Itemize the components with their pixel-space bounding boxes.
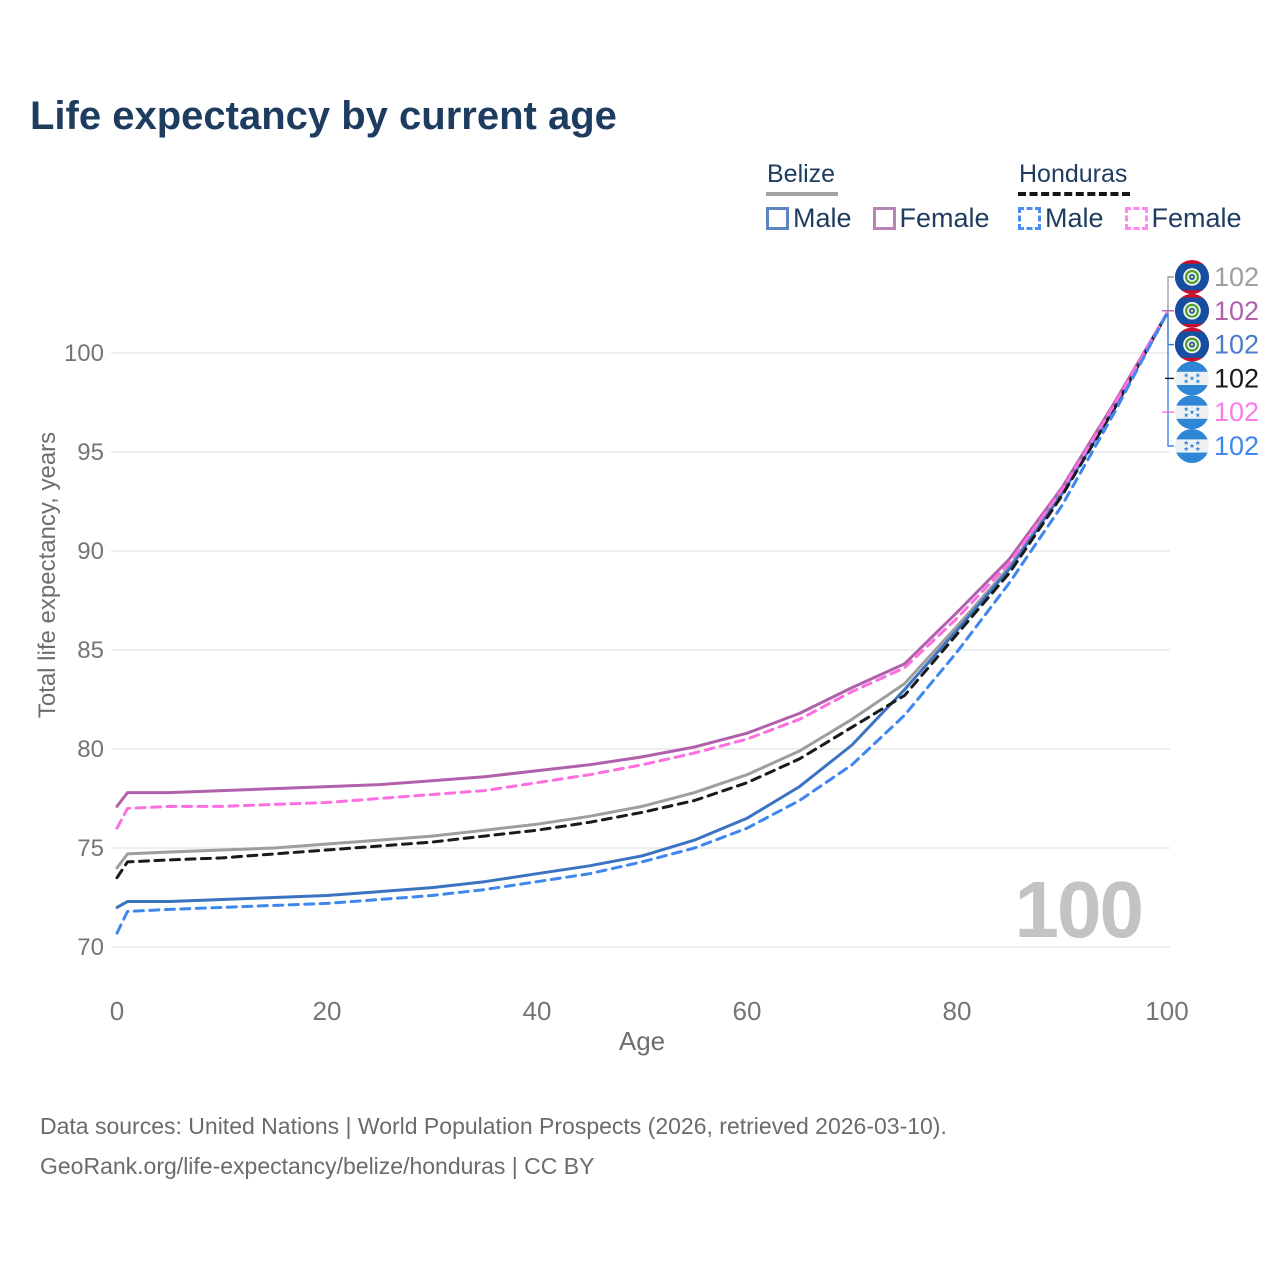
legend-heading-belize[interactable]: Belize bbox=[766, 160, 839, 196]
footer-line-url: GeoRank.org/life-expectancy/belize/hondu… bbox=[40, 1153, 595, 1179]
y-tick-label-90: 90 bbox=[77, 538, 104, 565]
legend-item-belize-female[interactable]: Female bbox=[872, 203, 990, 234]
series-line-belize-female[interactable] bbox=[115, 311, 1169, 808]
legend-item-belize-male[interactable]: Male bbox=[766, 203, 852, 234]
y-axis-title: Total life expectancy, years bbox=[34, 431, 61, 719]
x-tick-label-0: 0 bbox=[110, 996, 124, 1026]
footer: Data sources: United Nations | World Pop… bbox=[40, 1106, 947, 1186]
honduras-flag-icon bbox=[1175, 429, 1209, 463]
legend-label-honduras-female: Female bbox=[1151, 203, 1242, 233]
y-tick-label-95: 95 bbox=[77, 439, 104, 466]
y-tick-label-80: 80 bbox=[77, 736, 104, 763]
x-tick-label-60: 60 bbox=[733, 996, 762, 1026]
legend-group-belize: Belize Male Female bbox=[766, 160, 990, 234]
leader-line-belize bbox=[1167, 276, 1174, 314]
x-axis-title: Age bbox=[618, 1026, 666, 1056]
end-value-label-honduras-male: 102 bbox=[1214, 431, 1259, 461]
y-tick-label-75: 75 bbox=[77, 835, 104, 862]
x-tick-label-20: 20 bbox=[313, 996, 342, 1026]
legend-label-honduras-male: Male bbox=[1045, 203, 1104, 233]
belize-flag-icon bbox=[1175, 327, 1209, 362]
legend-label-belize-female: Female bbox=[899, 203, 990, 233]
legend-label-belize-male: Male bbox=[793, 203, 852, 233]
footer-line-datasources: Data sources: United Nations | World Pop… bbox=[40, 1113, 947, 1139]
legend-item-honduras-female[interactable]: Female bbox=[1124, 203, 1242, 234]
belize-flag-icon bbox=[1175, 260, 1209, 294]
end-value-label-belize-female: 102 bbox=[1214, 296, 1259, 326]
legend-swatch-belize-male bbox=[766, 207, 789, 230]
end-value-label-belize: 102 bbox=[1214, 262, 1259, 292]
legend-swatch-honduras-male bbox=[1018, 207, 1041, 230]
legend-swatch-belize-female bbox=[872, 207, 896, 230]
end-value-label-honduras: 102 bbox=[1214, 363, 1259, 393]
end-value-label-belize-male: 102 bbox=[1214, 330, 1259, 360]
y-tick-label-100: 100 bbox=[64, 340, 104, 367]
legend-group-honduras: Honduras Male Female bbox=[1018, 160, 1242, 234]
x-tick-label-100: 100 bbox=[1145, 996, 1188, 1026]
leader-line-honduras-male bbox=[1167, 344, 1174, 447]
series-line-honduras-male[interactable] bbox=[115, 311, 1169, 935]
legend-item-honduras-male[interactable]: Male bbox=[1018, 203, 1104, 234]
honduras-flag-icon bbox=[1175, 395, 1209, 430]
leader-line-belize-male bbox=[1167, 313, 1174, 346]
legend-swatch-honduras-female bbox=[1124, 207, 1148, 230]
belize-flag-icon bbox=[1175, 293, 1209, 328]
series-line-belize-male[interactable] bbox=[115, 311, 1169, 909]
x-tick-label-40: 40 bbox=[523, 996, 552, 1026]
y-tick-label-85: 85 bbox=[77, 637, 104, 664]
age-counter-watermark: 100 bbox=[1014, 865, 1144, 954]
y-tick-label-70: 70 bbox=[77, 934, 104, 961]
chart-title: Life expectancy by current age bbox=[30, 94, 617, 138]
x-tick-label-80: 80 bbox=[943, 996, 972, 1026]
series-line-honduras-female[interactable] bbox=[115, 311, 1169, 830]
honduras-flag-icon bbox=[1175, 361, 1209, 396]
series-line-honduras[interactable] bbox=[115, 311, 1169, 880]
series-line-belize[interactable] bbox=[115, 311, 1169, 870]
legend-heading-honduras[interactable]: Honduras bbox=[1018, 160, 1131, 196]
end-value-label-honduras-female: 102 bbox=[1214, 397, 1259, 427]
